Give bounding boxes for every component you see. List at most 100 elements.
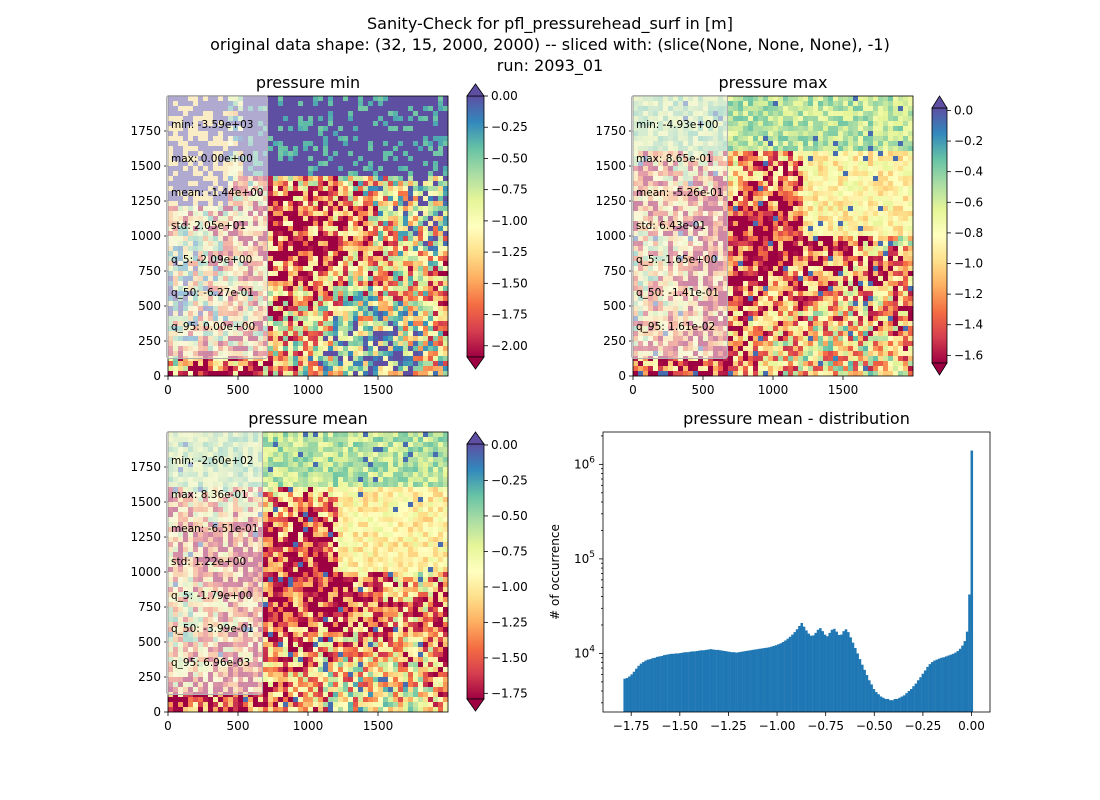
heatmap-cell	[343, 131, 349, 137]
heatmap-cell	[873, 221, 879, 227]
heatmap-cell	[338, 146, 344, 152]
heatmap-cell	[378, 226, 384, 232]
heatmap-cell	[898, 106, 904, 112]
heatmap-cell	[818, 211, 824, 217]
heatmap-cell	[398, 291, 404, 297]
heatmap-cell	[353, 136, 359, 142]
heatmap-cell	[868, 201, 874, 207]
heatmap-cell	[318, 116, 324, 122]
heatmap-cell	[313, 336, 319, 342]
heatmap-cell	[373, 231, 379, 237]
heatmap-cell	[758, 241, 764, 247]
heatmap-cell	[368, 331, 374, 337]
heatmap-cell	[308, 281, 314, 287]
heatmap-cell	[418, 171, 424, 177]
heatmap-cell	[333, 286, 339, 292]
heatmap-cell	[328, 131, 334, 137]
heatmap-cell	[843, 171, 849, 177]
heatmap-cell	[278, 131, 284, 137]
heatmap-cell	[728, 166, 734, 172]
heatmap-cell	[408, 226, 414, 232]
heatmap-cell	[308, 216, 314, 222]
heatmap-cell	[773, 251, 779, 257]
heatmap-cell	[283, 116, 289, 122]
heatmap-cell	[338, 121, 344, 127]
heatmap-cell	[418, 131, 424, 137]
heatmap-cell	[338, 106, 344, 112]
heatmap-cell	[348, 136, 354, 142]
heatmap-cell	[268, 236, 274, 242]
heatmap-cell	[728, 116, 734, 122]
heatmap-cell	[443, 256, 449, 262]
heatmap-cell	[298, 111, 304, 117]
heatmap-cell	[773, 216, 779, 222]
heatmap-cell	[433, 336, 439, 342]
heatmap-cell	[878, 156, 884, 162]
heatmap-cell	[768, 181, 774, 187]
heatmap-cell	[343, 266, 349, 272]
heatmap-cell	[738, 201, 744, 207]
heatmap-cell	[308, 256, 314, 262]
heatmap-cell	[303, 101, 309, 107]
heatmap-cell	[308, 291, 314, 297]
heatmap-cell	[423, 166, 429, 172]
heatmap-cell	[383, 106, 389, 112]
heatmap-cell	[293, 266, 299, 272]
heatmap-cell	[278, 326, 284, 332]
heatmap-cell	[868, 181, 874, 187]
heatmap-cell	[413, 266, 419, 272]
heatmap-cell	[883, 191, 889, 197]
heatmap-cell	[278, 371, 284, 377]
heatmap-cell	[298, 116, 304, 122]
heatmap-cell	[298, 286, 304, 292]
heatmap-cell	[383, 221, 389, 227]
heatmap-cell	[908, 146, 914, 152]
heatmap-cell	[878, 96, 884, 102]
heatmap-cell	[293, 281, 299, 287]
heatmap-cell	[413, 101, 419, 107]
heatmap-cell	[358, 201, 364, 207]
heatmap-cell	[348, 96, 354, 102]
heatmap-cell	[413, 331, 419, 337]
heatmap-cell	[803, 181, 809, 187]
heatmap-cell	[423, 196, 429, 202]
heatmap-cell	[363, 226, 369, 232]
heatmap-cell	[323, 251, 329, 257]
heatmap-cell	[323, 256, 329, 262]
heatmap-cell	[858, 121, 864, 127]
heatmap-cell	[248, 371, 254, 377]
heatmap-cell	[823, 171, 829, 177]
heatmap-cell	[273, 111, 279, 117]
heatmap-cell	[333, 366, 339, 372]
heatmap-cell	[803, 106, 809, 112]
heatmap-cell	[348, 266, 354, 272]
heatmap-cell	[338, 156, 344, 162]
heatmap-cell	[853, 111, 859, 117]
heatmap-cell	[868, 251, 874, 257]
heatmap-cell	[398, 166, 404, 172]
heatmap-cell	[308, 341, 314, 347]
heatmap-cell	[368, 221, 374, 227]
heatmap-cell	[348, 336, 354, 342]
heatmap-cell	[808, 96, 814, 102]
heatmap-cell	[778, 116, 784, 122]
heatmap-cell	[358, 246, 364, 252]
heatmap-cell	[313, 151, 319, 157]
heatmap-cell	[773, 96, 779, 102]
heatmap-cell	[783, 226, 789, 232]
heatmap-cell	[393, 206, 399, 212]
heatmap-cell	[793, 121, 799, 127]
heatmap-cell	[888, 151, 894, 157]
heatmap-cell	[903, 246, 909, 252]
heatmap-cell	[798, 136, 804, 142]
heatmap-cell	[368, 101, 374, 107]
heatmap-cell	[258, 361, 264, 367]
heatmap-cell	[373, 171, 379, 177]
heatmap-cell	[403, 126, 409, 132]
heatmap-cell	[278, 276, 284, 282]
heatmap-cell	[443, 101, 449, 107]
heatmap-cell	[388, 121, 394, 127]
heatmap-cell	[288, 236, 294, 242]
heatmap-cell	[743, 196, 749, 202]
heatmap-cell	[903, 211, 909, 217]
